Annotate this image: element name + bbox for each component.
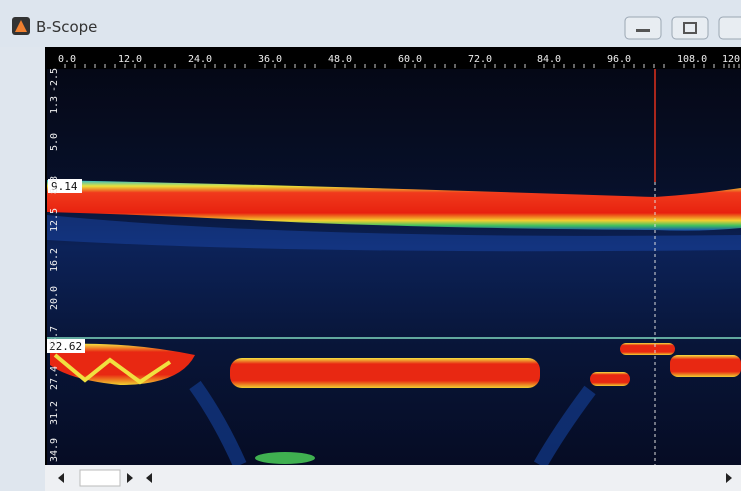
- echo-blob: [590, 372, 630, 386]
- scan-image: [47, 69, 741, 465]
- echo-blob: [670, 355, 741, 377]
- scroll-thumb[interactable]: [80, 470, 120, 486]
- close-button[interactable]: [719, 17, 741, 39]
- y-ruler-label: 34.9: [49, 438, 60, 462]
- b-scope-window: B-Scope 0.0 12.0 24.0 36.0 48.0 60.0 72.0 84.0 9…: [0, 0, 741, 491]
- x-ruler-label: 0.0: [58, 54, 76, 65]
- y-ruler-label: 16.2: [49, 248, 60, 272]
- x-ruler-label: 120.0: [722, 54, 741, 65]
- x-ruler-label: 12.0: [118, 54, 142, 65]
- y-ruler-label: 1.3: [49, 96, 60, 114]
- x-ruler-label: 24.0: [188, 54, 212, 65]
- minimize-glyph: [636, 29, 650, 32]
- y-ruler-label: 23.7: [49, 326, 60, 350]
- minimize-button[interactable]: [625, 17, 661, 39]
- y-ruler-label: -2.5: [49, 68, 60, 92]
- x-ruler-label: 48.0: [328, 54, 352, 65]
- echo-blob: [230, 358, 540, 388]
- top-ruler: [45, 47, 741, 69]
- echo-blob: [620, 343, 675, 355]
- y-ruler-label: 8.8: [49, 176, 60, 194]
- x-ruler-label: 84.0: [537, 54, 561, 65]
- y-ruler-label: 27.4: [49, 366, 60, 390]
- y-ruler-label: 5.0: [49, 133, 60, 151]
- window-title: B-Scope: [36, 18, 97, 36]
- y-ruler-label: 31.2: [49, 401, 60, 425]
- x-ruler-label: 60.0: [398, 54, 422, 65]
- maximize-button[interactable]: [672, 17, 708, 39]
- y-ruler-label: 12.5: [49, 208, 60, 232]
- x-ruler-label: 108.0: [677, 54, 707, 65]
- x-ruler-label: 72.0: [468, 54, 492, 65]
- echo-blob: [255, 452, 315, 464]
- y-ruler-label: 20.0: [49, 286, 60, 310]
- x-ruler-label: 36.0: [258, 54, 282, 65]
- x-ruler-label: 96.0: [607, 54, 631, 65]
